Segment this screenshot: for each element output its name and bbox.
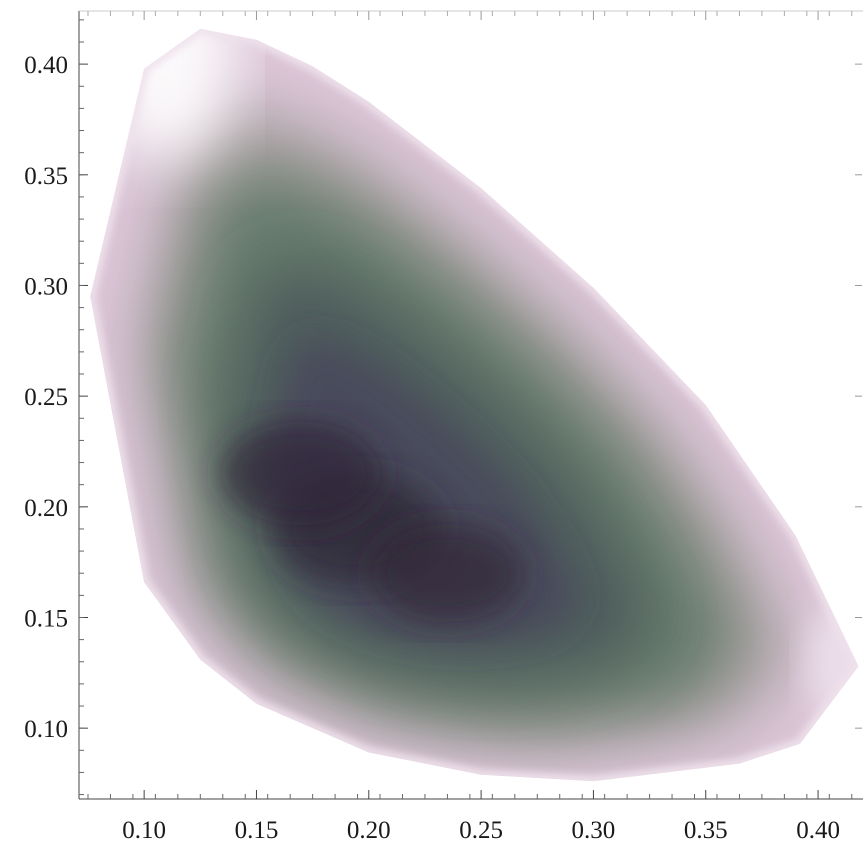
- y-tick-label: 0.20: [24, 495, 68, 522]
- y-tick-label: 0.10: [24, 716, 68, 743]
- density-peak: [370, 523, 524, 623]
- x-tick-label: 0.20: [347, 817, 391, 843]
- y-axis: 0.10 0.15 0.20 0.25 0.30 0.35 0.40: [24, 19, 862, 796]
- x-tick-label: 0.10: [122, 817, 166, 843]
- x-axis: 0.10 0.15 0.20 0.25 0.30 0.35 0.40: [87, 11, 853, 843]
- y-tick-label: 0.15: [24, 605, 68, 632]
- y-tick-label: 0.25: [24, 384, 68, 411]
- density-region: [90, 28, 859, 782]
- density-fade: [805, 601, 859, 722]
- x-tick-label: 0.30: [572, 817, 616, 843]
- x-tick-label: 0.25: [459, 817, 503, 843]
- x-tick-label: 0.35: [684, 817, 728, 843]
- density-peak: [220, 421, 383, 526]
- y-tick-label: 0.35: [24, 163, 68, 190]
- y-tick-label: 0.30: [24, 273, 68, 300]
- plot-frame: [78, 10, 863, 800]
- y-tick-label: 0.40: [24, 52, 68, 79]
- x-tick-label: 0.15: [235, 817, 279, 843]
- x-tick-label: 0.40: [796, 817, 840, 843]
